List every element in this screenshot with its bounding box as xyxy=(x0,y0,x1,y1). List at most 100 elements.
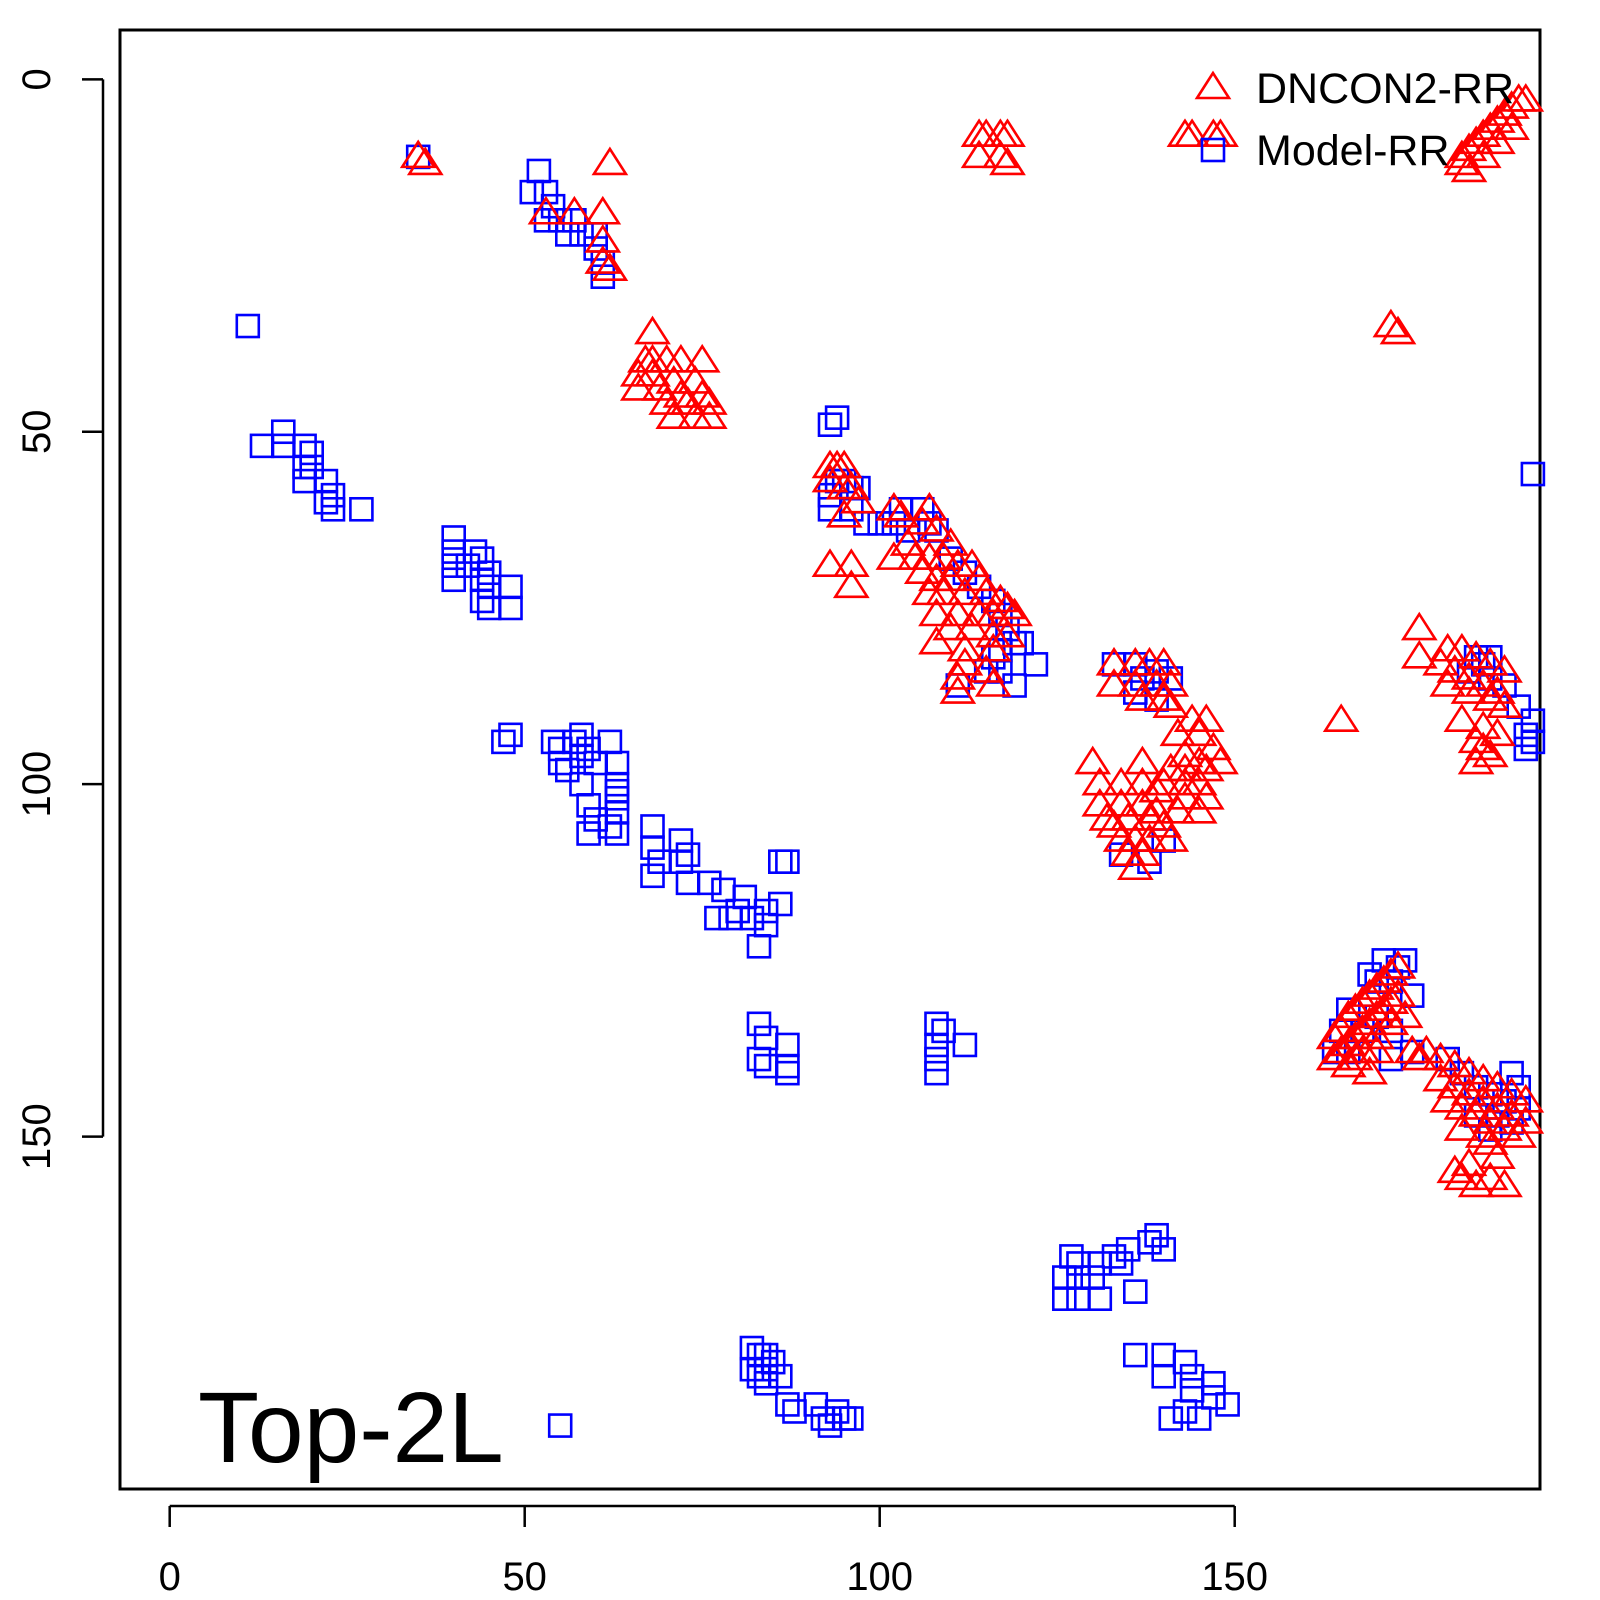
square-point xyxy=(441,567,467,593)
legend: DNCON2-RR Model-RR xyxy=(1194,65,1514,175)
triangle-point xyxy=(591,146,629,176)
square-point xyxy=(441,553,467,578)
triangle-point xyxy=(1457,639,1495,669)
triangle-point xyxy=(1486,653,1523,683)
triangle-point xyxy=(1443,1161,1481,1191)
square-point xyxy=(313,468,339,494)
square-point xyxy=(1215,1392,1240,1417)
triangle-point xyxy=(1486,1112,1523,1141)
square-point xyxy=(753,1370,779,1396)
triangle-point xyxy=(1329,1048,1367,1078)
triangle-point xyxy=(1329,999,1367,1029)
square-point xyxy=(824,405,850,430)
square-point xyxy=(476,595,502,621)
series-layer xyxy=(235,83,1546,1438)
square-point xyxy=(1201,1370,1226,1396)
square-point xyxy=(583,750,609,776)
square-point xyxy=(533,208,559,233)
square-point xyxy=(313,489,339,515)
triangle-point xyxy=(1450,675,1488,704)
triangle-point xyxy=(1145,646,1183,676)
triangle-point xyxy=(1095,646,1133,676)
square-point xyxy=(299,440,325,466)
square-point xyxy=(824,1399,850,1424)
triangle-point xyxy=(1436,1048,1474,1078)
triangle-point xyxy=(1379,315,1417,345)
square-point xyxy=(739,1335,765,1361)
square-point xyxy=(775,1032,800,1058)
triangle-point xyxy=(918,513,955,542)
triangle-point xyxy=(1344,1013,1381,1043)
square-point xyxy=(547,736,573,762)
triangle-point xyxy=(1457,745,1495,775)
triangle-point xyxy=(1180,794,1218,824)
square-point xyxy=(1201,1385,1226,1410)
triangle-point xyxy=(1124,745,1161,775)
triangle-point xyxy=(1479,717,1516,747)
square-point xyxy=(441,539,467,564)
square-point xyxy=(604,800,630,825)
triangle-point xyxy=(1507,83,1545,112)
square-point xyxy=(576,736,601,762)
triangle-point xyxy=(1145,766,1183,796)
triangle-point xyxy=(1358,971,1396,1000)
triangle-point xyxy=(946,632,984,662)
triangle-point xyxy=(1358,1034,1396,1064)
triangle-point xyxy=(584,195,622,225)
square-point xyxy=(1179,1363,1205,1389)
triangle-point xyxy=(882,498,920,528)
triangle-point xyxy=(1152,823,1190,852)
triangle-point xyxy=(1372,1006,1410,1036)
square-point xyxy=(604,771,630,797)
triangle-point xyxy=(967,576,1005,606)
triangle-point xyxy=(1464,1119,1502,1148)
square-point xyxy=(1108,1251,1134,1276)
square-point xyxy=(604,750,630,776)
triangle-point xyxy=(1088,801,1126,831)
triangle-point xyxy=(683,379,721,408)
square-point xyxy=(476,574,502,600)
square-point xyxy=(1172,1349,1198,1375)
triangle-point xyxy=(690,400,728,429)
panel-annotation: Top-2L xyxy=(198,1372,504,1484)
square-point xyxy=(838,1406,864,1431)
square-point xyxy=(540,729,566,755)
triangle-point xyxy=(1124,766,1161,796)
triangle-point xyxy=(1450,153,1488,183)
square-point xyxy=(576,821,601,846)
triangle-point xyxy=(1145,682,1183,711)
triangle-point xyxy=(1365,964,1403,993)
triangle-point xyxy=(1124,682,1161,711)
square-point xyxy=(597,814,623,839)
triangle-point xyxy=(1507,1083,1545,1113)
square-point xyxy=(1179,1378,1205,1403)
triangle-point xyxy=(1337,992,1374,1022)
square-point xyxy=(746,933,772,959)
square-point xyxy=(1059,1244,1084,1269)
square-point xyxy=(597,729,623,755)
square-point xyxy=(668,828,694,853)
triangle-point xyxy=(989,590,1026,620)
triangle-point xyxy=(655,400,693,429)
square-point xyxy=(817,412,843,438)
square-point xyxy=(803,1392,829,1417)
triangle-point xyxy=(989,118,1026,148)
square-point xyxy=(455,553,481,578)
square-point xyxy=(1186,1406,1212,1431)
square-point xyxy=(640,863,665,889)
square-point xyxy=(292,454,317,480)
square-point xyxy=(675,870,701,896)
triangle-point xyxy=(1443,703,1481,733)
square-point xyxy=(547,208,573,233)
x-tick-label: 150 xyxy=(1201,1555,1268,1599)
triangle-point xyxy=(932,611,970,641)
square-point xyxy=(1101,1244,1127,1269)
square-point xyxy=(711,877,736,903)
square-point xyxy=(1499,1060,1524,1086)
square-point xyxy=(746,1011,772,1037)
triangle-point xyxy=(1422,646,1459,676)
triangle-point xyxy=(925,541,962,570)
square-point xyxy=(1144,1222,1169,1248)
square-point xyxy=(462,539,488,564)
